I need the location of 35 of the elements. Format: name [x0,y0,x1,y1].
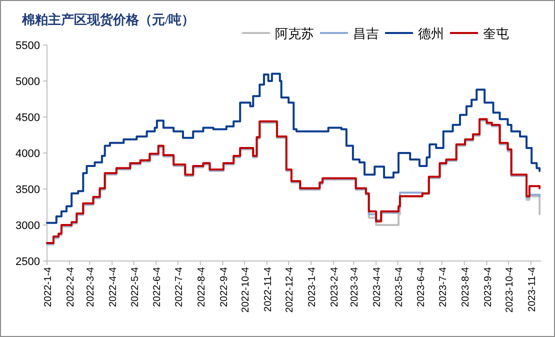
legend-label: 昌吉 [353,26,379,41]
legend-label: 奎屯 [483,26,509,41]
y-tick-label: 5500 [16,40,40,52]
x-tick-label: 2023-1-4 [306,266,318,308]
x-tick-label: 2023-5-4 [394,266,405,308]
x-tick-label: 2023-4-4 [372,266,384,308]
x-tick-label: 2022-9-4 [218,266,230,308]
y-tick-label: 5000 [16,76,40,88]
x-tick-label: 2022-6-4 [152,266,164,308]
x-tick-label: 2023-6-4 [416,266,428,308]
x-tick-label: 2022-4-4 [108,266,120,308]
legend-label: 阿克苏 [275,26,314,41]
x-tick-label: 2023-11-4 [526,266,538,312]
x-tick-label: 2023-7-4 [438,266,449,308]
x-tick-label: 2022-7-4 [174,266,185,308]
x-tick-label: 2022-1-4 [43,266,54,308]
x-tick-label: 2023-10-4 [504,266,516,313]
y-tick-label: 3000 [16,220,40,232]
x-tick-label: 2022-11-4 [262,266,274,312]
x-tick-label: 2022-2-4 [65,266,76,308]
y-tick-label: 2500 [16,256,40,268]
y-tick-label: 3500 [16,184,40,196]
x-tick-label: 2022-5-4 [130,266,141,308]
y-tick-label: 4000 [16,148,40,160]
legend-label: 德州 [418,26,444,41]
x-tick-label: 2023-3-4 [350,266,361,308]
chart-title: 棉粕主产区现货价格（元/吨） [21,12,195,27]
y-tick-label: 4500 [16,112,40,124]
x-tick-label: 2023-8-4 [460,266,472,308]
x-tick-label: 2022-3-4 [86,266,97,308]
x-tick-label: 2023-9-4 [482,266,494,308]
x-tick-label: 2023-2-4 [329,266,340,308]
x-tick-label: 2022-10-4 [240,266,252,313]
x-tick-label: 2022-8-4 [196,266,208,308]
x-tick-label: 2022-12-4 [284,266,296,313]
